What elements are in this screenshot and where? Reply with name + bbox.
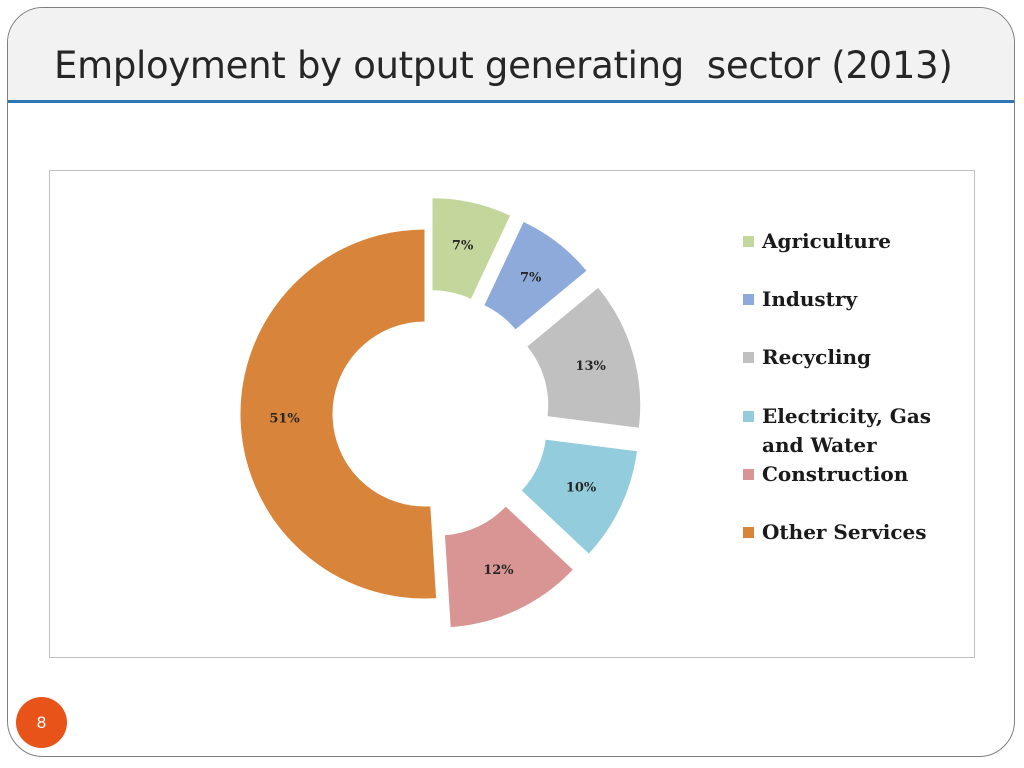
page-number-badge: 8 — [16, 697, 67, 748]
slice-recycling — [525, 286, 642, 429]
legend-label-construction: Construction — [762, 462, 909, 486]
legend-label-industry: Industry — [762, 287, 858, 311]
legend-swatch-industry — [743, 294, 754, 305]
title-rule — [8, 100, 1014, 103]
legend-label-electricity-gas-water: Electricity, Gas and Water — [762, 404, 932, 457]
doughnut-chart: 7% 7% 13% 10% 12% 51% — [239, 197, 642, 629]
slice-agriculture — [431, 197, 512, 301]
legend-swatch-agriculture — [743, 236, 754, 247]
data-label-recycling: 13% — [575, 359, 606, 374]
data-label-construction: 12% — [483, 563, 514, 578]
legend-swatch-other-services — [743, 527, 754, 538]
legend-label-other-services: Other Services — [762, 520, 927, 544]
legend-swatch-electricity-gas-water — [743, 411, 754, 422]
slice-industry — [483, 220, 588, 331]
slide-title: Employment by output generating sector (… — [54, 44, 953, 87]
legend-label-agriculture: Agriculture — [762, 229, 891, 253]
legend-swatch-recycling — [743, 352, 754, 363]
slice-construction — [443, 505, 575, 629]
data-label-other-services: 51% — [269, 411, 300, 426]
data-label-agriculture: 7% — [452, 239, 474, 254]
chart-area: 7% 7% 13% 10% 12% 51% Agriculture Industry Re… — [49, 170, 975, 658]
title-band — [8, 8, 1014, 102]
slice-other-services — [239, 228, 438, 600]
legend-label-recycling: Recycling — [762, 345, 872, 369]
slice-electricity-gas-water — [520, 438, 639, 555]
legend-swatch-construction — [743, 469, 754, 480]
data-label-electricity-gas-water: 10% — [566, 480, 597, 495]
data-label-industry: 7% — [520, 271, 542, 286]
